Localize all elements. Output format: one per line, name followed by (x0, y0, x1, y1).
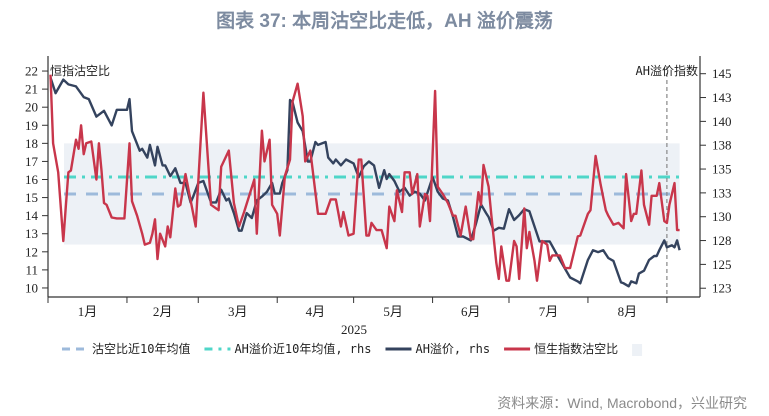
right-tick-label: 138 (712, 138, 732, 153)
legend-swatch-band (632, 344, 643, 356)
legend-label-short_mean: 沽空比近10年均值 (92, 341, 190, 356)
x-tick-label: 1月 (78, 304, 98, 319)
legend-label-ah_mean: AH溢价近10年均值, rhs (234, 341, 371, 356)
left-tick-label: 15 (25, 190, 38, 205)
x-tick-label: 3月 (228, 304, 248, 319)
x-tick-label: 8月 (618, 304, 638, 319)
axes: 10 11 12 13 14 15 16 17 18 19 20 21 22 123 125 128 130 13… (25, 56, 732, 319)
left-tick-label: 18 (25, 136, 38, 151)
reference-lines (64, 66, 680, 297)
ah-premium-line (49, 77, 681, 288)
series-lines (49, 74, 681, 288)
short-ratio-line (49, 74, 680, 282)
left-tick-label: 22 (25, 64, 38, 79)
right-axis-label: AH溢价指数 (636, 63, 698, 78)
right-tick-label: 145 (712, 66, 732, 81)
right-tick-label: 125 (712, 257, 732, 272)
x-tick-label: 6月 (461, 304, 481, 319)
right-tick-label: 140 (712, 114, 732, 129)
right-tick-label: 128 (712, 233, 732, 248)
left-tick-label: 14 (25, 208, 39, 223)
x-tick-label: 2月 (153, 304, 173, 319)
x-tick-label: 7月 (539, 304, 559, 319)
legend: 沽空比近10年均值 AH溢价近10年均值, rhs AH溢价, rhs 恒生指数沽空比 (62, 341, 643, 356)
left-tick-label: 20 (25, 100, 38, 115)
right-tick-label: 133 (712, 185, 732, 200)
left-tick-label: 21 (25, 82, 38, 97)
right-tick-label: 143 (712, 90, 732, 105)
legend-label-short: 恒生指数沽空比 (534, 341, 618, 356)
chart-title: 图表 37: 本周沽空比走低，AH 溢价震荡 (216, 11, 553, 32)
left-tick-label: 12 (25, 244, 38, 259)
left-tick-label: 17 (25, 154, 39, 169)
x-axis-label: 2025 (341, 322, 367, 337)
left-tick-label: 19 (25, 118, 38, 133)
left-tick-label: 11 (25, 262, 38, 277)
left-tick-label: 13 (25, 226, 38, 241)
right-tick-label: 123 (712, 281, 732, 296)
right-tick-label: 130 (712, 209, 732, 224)
right-tick-label: 135 (712, 162, 732, 177)
source-note: 资料来源：Wind, Macrobond，兴业研究 (497, 395, 747, 411)
x-tick-label: 4月 (306, 304, 326, 319)
left-axis-label: 恒指沽空比 (50, 63, 110, 78)
legend-label-ah: AH溢价, rhs (415, 342, 490, 356)
x-tick-label: 5月 (383, 304, 403, 319)
left-tick-label: 10 (25, 280, 38, 295)
left-tick-label: 16 (25, 172, 39, 187)
